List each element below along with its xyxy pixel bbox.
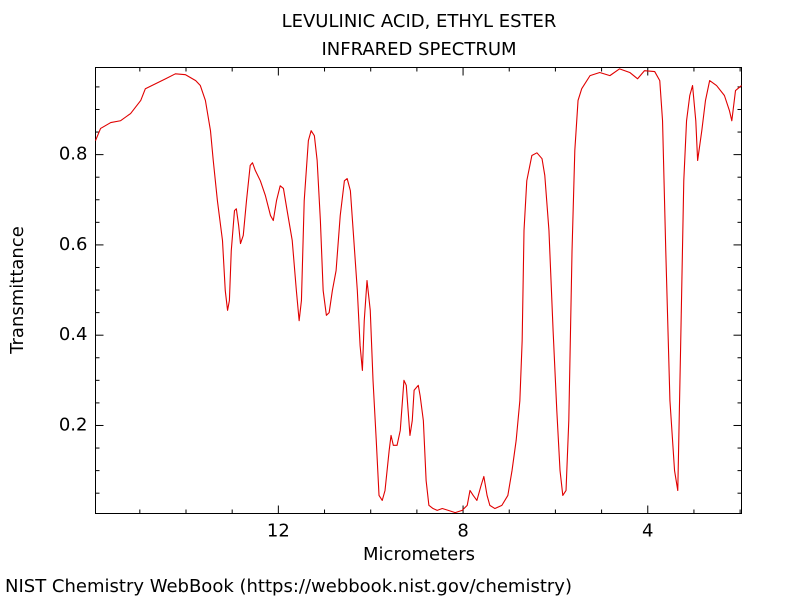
spectrum-line [94,68,742,514]
chart-subtitle: INFRARED SPECTRUM [321,39,516,60]
y-axis-label: Transmittance [7,226,28,355]
x-tick-label: 8 [457,521,468,542]
x-axis-label: Micrometers [363,544,475,565]
x-tick-label: 4 [642,521,653,542]
footer: NIST Chemistry WebBook (https://webbook.… [5,576,572,597]
plot-frame [95,67,742,514]
y-tick-label: 0.4 [59,324,88,345]
y-tick-label: 0.8 [59,144,88,165]
x-tick-label: 12 [267,521,290,542]
chart-title: LEVULINIC ACID, ETHYL ESTER [282,11,557,32]
y-tick-label: 0.6 [59,234,88,255]
y-tick-label: 0.2 [59,414,88,435]
